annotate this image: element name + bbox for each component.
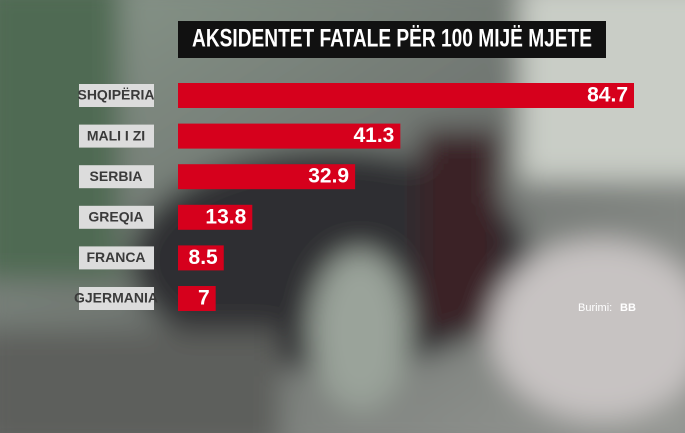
value-label: 7 (198, 287, 210, 310)
bar (178, 83, 634, 108)
bars: SHQIPËRIA 84.7 MALI I ZI 41.3 SERBIA 32.9 GREQ… (74, 83, 634, 311)
bar (178, 245, 224, 271)
value-label: 32.9 (308, 165, 349, 188)
bar (178, 164, 356, 190)
category-box (79, 205, 154, 229)
category-label: GREQIA (88, 209, 143, 225)
bar (178, 286, 216, 311)
category-box (79, 124, 154, 148)
category-box (79, 287, 154, 310)
category-label: GJERMANIA (74, 290, 158, 306)
bar (178, 204, 253, 230)
bar (178, 123, 401, 149)
category-label: SERBIA (90, 168, 143, 184)
value-label: 41.3 (353, 124, 394, 147)
category-label: MALI I ZI (87, 127, 145, 143)
category-box (79, 246, 154, 270)
value-label: 8.5 (189, 246, 219, 269)
source-name: BB (620, 302, 636, 314)
category-label: FRANCA (86, 249, 145, 265)
value-label: 13.8 (205, 205, 246, 228)
title-box (178, 21, 606, 58)
value-label: 84.7 (587, 84, 628, 107)
source-label: Burimi: (578, 302, 612, 314)
category-box (79, 84, 154, 107)
chart-title: AKSIDENTET FATALE PËR 100 MIJË MJETE (192, 25, 592, 53)
category-box (79, 165, 154, 189)
category-label: SHQIPËRIA (77, 87, 154, 103)
